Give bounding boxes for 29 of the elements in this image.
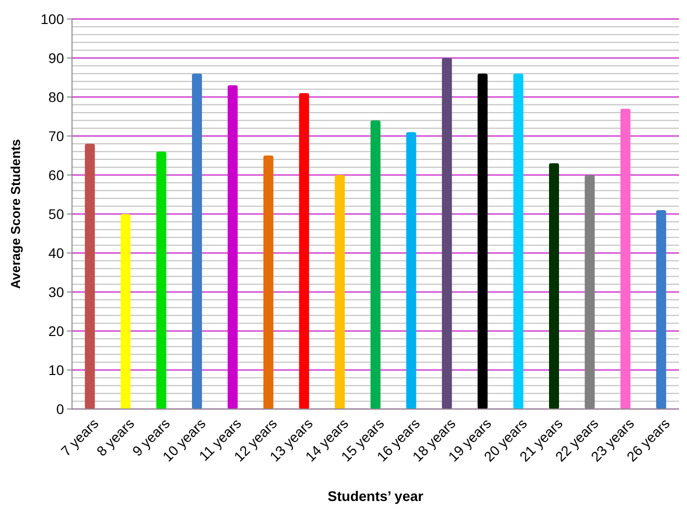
bar: [84, 144, 95, 409]
y-tick-label: 20: [48, 322, 64, 339]
bar: [478, 74, 488, 409]
y-axis-title: Average Score Students: [8, 139, 23, 289]
bar: [406, 132, 416, 409]
y-tick-label: 40: [48, 244, 64, 261]
bar: [192, 74, 202, 409]
bar: [513, 74, 524, 409]
bar: [549, 163, 560, 409]
y-tick-label: 60: [48, 166, 64, 183]
bar: [120, 214, 131, 409]
y-tick-label: 100: [40, 10, 64, 27]
bar: [370, 120, 380, 409]
y-tick-label: 70: [48, 128, 64, 144]
y-tick-label: 50: [48, 206, 64, 222]
bar: [442, 58, 452, 409]
y-tick-label: 90: [48, 50, 64, 66]
bar: [228, 85, 238, 409]
x-axis-title: Students’ year: [328, 488, 424, 504]
bar: [620, 108, 630, 409]
bar: [299, 93, 310, 409]
y-tick-label: 0: [56, 400, 64, 417]
y-tick-label: 30: [48, 284, 64, 300]
bar: [334, 175, 345, 409]
y-tick-label: 80: [48, 88, 64, 105]
y-tick-label: 10: [48, 362, 64, 378]
bar: [263, 156, 274, 409]
bar: [156, 152, 166, 409]
bar: [656, 210, 666, 409]
